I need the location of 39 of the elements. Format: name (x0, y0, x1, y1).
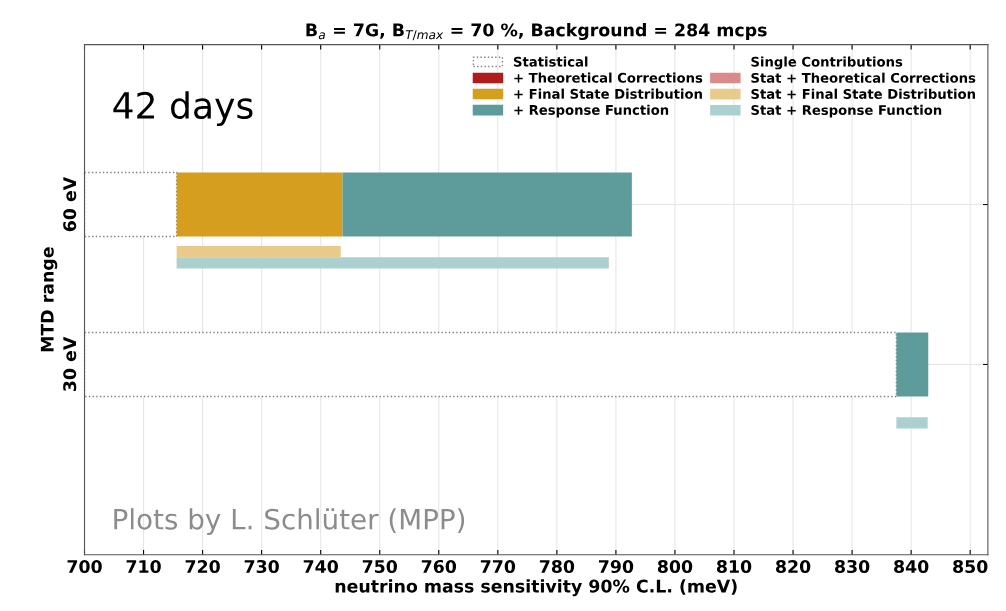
legend-label: Statistical (513, 56, 588, 67)
x-tick-label: 820 (775, 559, 811, 574)
bar (176, 172, 343, 237)
bar (896, 417, 928, 429)
x-tick-label: 800 (657, 559, 693, 574)
x-tick-label: 730 (244, 559, 279, 574)
legend-label: Stat + Final State Distribution (751, 88, 975, 99)
annotation: Single Contributions (751, 56, 903, 70)
y-axis-title: MTD range (40, 247, 58, 352)
x-tick-label: 810 (716, 559, 752, 574)
x-tick-label: 750 (362, 559, 398, 574)
legend-label: + Theoretical Corrections (514, 72, 703, 83)
x-tick-label: 720 (185, 559, 220, 574)
legend-label: + Response Function (514, 104, 669, 118)
annotation: 42 days (113, 91, 253, 127)
x-tick-label: 710 (126, 559, 161, 574)
x-axis-title: neutrino mass sensitivity 90% C.L. (meV) (335, 579, 737, 597)
x-tick-label: 780 (539, 559, 575, 574)
y-tick-label: 30 eV (63, 336, 77, 392)
legend-label: Stat + Theoretical Corrections (751, 72, 976, 83)
x-tick-label: 850 (953, 559, 988, 574)
chart-title: B$_{a}$ = 7G, B$_{T/max}$ = 70 %, Background = 284 mcps (306, 23, 767, 41)
bar (342, 172, 632, 237)
x-tick-label: 830 (835, 559, 870, 574)
bar (84, 171, 178, 238)
bar (84, 331, 898, 398)
x-tick-label: 700 (67, 559, 102, 574)
x-tick-label: 740 (303, 559, 338, 574)
x-tick-label: 770 (480, 559, 516, 574)
legend-label: + Final State Distribution (514, 88, 702, 99)
x-tick-label: 760 (421, 559, 457, 574)
bar (896, 332, 929, 397)
legend-label: Stat + Response Function (751, 104, 942, 118)
x-tick-label: 840 (894, 559, 929, 574)
bar (176, 257, 609, 269)
annotation: Plots by L. Schlüter (MPP) (114, 508, 465, 536)
bar (176, 246, 341, 258)
x-tick-label: 790 (598, 559, 634, 574)
y-tick-label: 60 eV (63, 176, 77, 232)
